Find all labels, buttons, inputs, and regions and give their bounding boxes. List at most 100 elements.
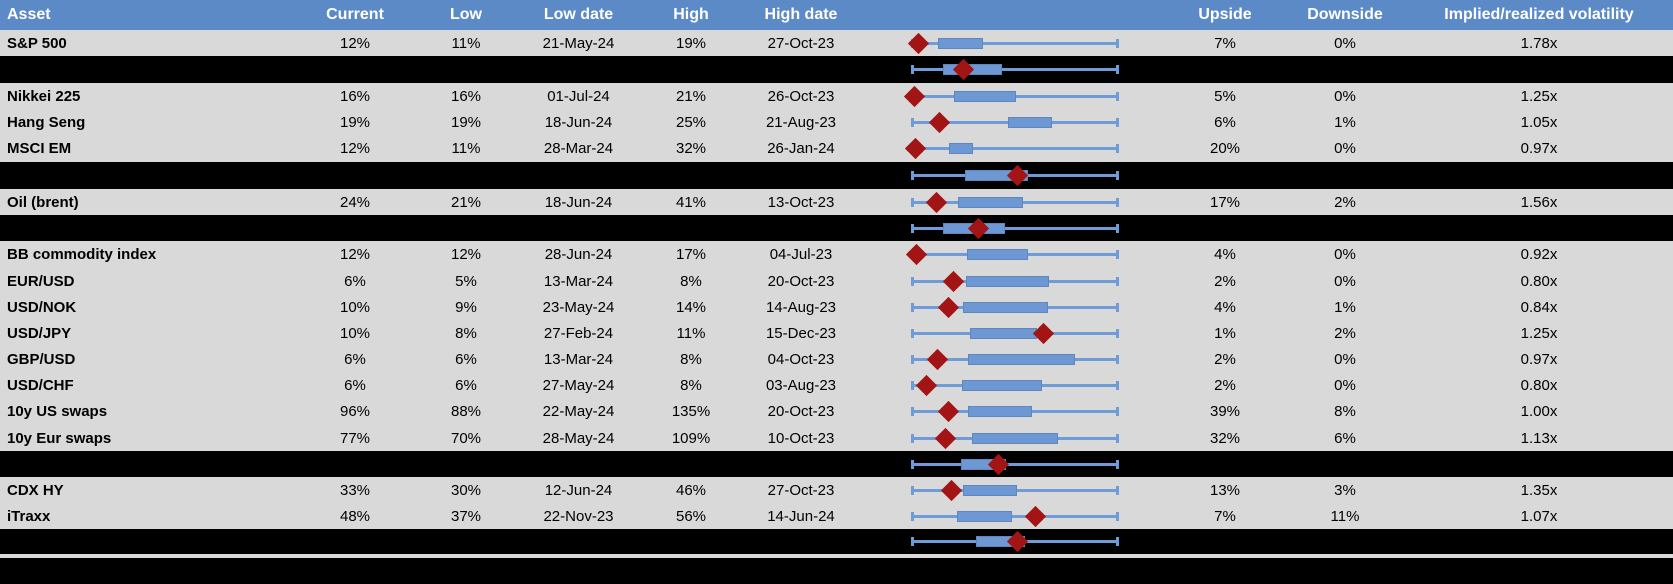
high-value: 8% xyxy=(680,272,702,290)
whisker-cap-right xyxy=(1116,380,1119,390)
low-value: 9% xyxy=(455,298,477,316)
col-header-current: Current xyxy=(326,6,384,23)
low-date: 22-May-24 xyxy=(542,403,615,420)
asset-label: USD/CHF xyxy=(7,376,74,394)
asset-label: iTraxx xyxy=(7,507,51,525)
whisker-cap-right xyxy=(1116,276,1119,286)
col-header-downside: Downside xyxy=(1307,6,1383,23)
range-box xyxy=(1007,116,1053,128)
low-value: 21% xyxy=(450,193,482,211)
whisker-cap-left xyxy=(911,197,914,207)
upside-value: 2% xyxy=(1214,350,1236,368)
low-value: 11% xyxy=(451,34,481,52)
high-date: 04-Oct-23 xyxy=(767,350,835,368)
current-diamond-marker xyxy=(904,137,927,160)
current-diamond-marker xyxy=(1006,530,1029,553)
table-row-usdnok: USD/NOK 10% 9% 23-May-24 14% 14-Aug-23 4… xyxy=(0,294,1673,320)
whisker-cap-left xyxy=(911,537,914,546)
col-header-high: High xyxy=(673,6,709,23)
col-header-implied-realized-volatility: Implied/realized volatility xyxy=(1444,6,1634,23)
whisker-cap-right xyxy=(1116,407,1119,416)
whisker-cap-right xyxy=(1116,354,1119,364)
current-diamond-marker xyxy=(967,217,990,239)
downside-value: 0% xyxy=(1334,350,1356,368)
table-row-msciem: MSCI EM 12% 11% 28-Mar-24 32% 26-Jan-24 … xyxy=(0,135,1673,162)
col-header-upside: Upside xyxy=(1198,6,1252,23)
whisker-cap-right xyxy=(1116,38,1119,48)
whisker-cap-right xyxy=(1116,144,1119,153)
current-diamond-marker xyxy=(926,348,949,370)
implied-realized-value: 0.97x xyxy=(1520,140,1558,157)
whisker-cap-left xyxy=(911,433,914,443)
whisker-cap-left xyxy=(911,65,914,74)
range-box xyxy=(963,301,1048,313)
whisker-cap-right xyxy=(1116,485,1119,495)
current-value: 12% xyxy=(339,34,371,52)
implied-realized-value: 1.56x xyxy=(1520,193,1558,211)
downside-value: 8% xyxy=(1334,403,1356,420)
current-diamond-marker xyxy=(903,85,926,107)
current-value: 33% xyxy=(339,481,371,499)
asset-label: BB commodity index xyxy=(7,246,157,263)
whisker-cap-left xyxy=(911,302,914,312)
low-value: 19% xyxy=(450,113,482,131)
col-header-low-date: Low date xyxy=(543,6,614,23)
current-value: 19% xyxy=(339,113,371,131)
summary-boxplot xyxy=(865,56,1165,83)
asset-label: 10y US swaps xyxy=(7,403,108,420)
range-boxplot xyxy=(865,346,1165,372)
asset-label: GBP/USD xyxy=(7,350,76,368)
low-date: 28-Jun-24 xyxy=(544,246,613,263)
range-box xyxy=(956,510,1012,522)
whisker-cap-left xyxy=(911,485,914,495)
table-row-sp500: S&P 500 12% 11% 21-May-24 19% 27-Oct-23 … xyxy=(0,30,1673,56)
implied-realized-value: 1.35x xyxy=(1520,481,1558,499)
downside-value: 2% xyxy=(1334,193,1356,211)
col-header-low: Low xyxy=(450,6,482,23)
current-value: 6% xyxy=(344,350,366,368)
current-value: 10% xyxy=(339,298,371,316)
whisker-cap-right xyxy=(1116,302,1119,312)
current-diamond-marker xyxy=(1006,164,1029,187)
summary-row xyxy=(0,56,1673,83)
downside-value: 0% xyxy=(1334,272,1356,290)
implied-realized-value: 1.78x xyxy=(1520,34,1558,52)
downside-value: 0% xyxy=(1334,246,1356,263)
downside-value: 1% xyxy=(1334,113,1356,131)
high-date: 04-Jul-23 xyxy=(769,246,833,263)
current-value: 77% xyxy=(339,429,371,447)
upside-value: 13% xyxy=(1209,481,1241,499)
upside-value: 6% xyxy=(1214,113,1236,131)
low-date: 18-Jun-24 xyxy=(544,113,613,131)
asset-label: USD/NOK xyxy=(7,298,77,316)
whisker-line xyxy=(912,147,1118,150)
implied-realized-value: 1.25x xyxy=(1520,324,1558,342)
table-row-10y-eur-swaps: 10y Eur swaps 77% 70% 28-May-24 109% 10-… xyxy=(0,425,1673,451)
whisker-cap-right xyxy=(1116,197,1119,207)
whisker-cap-right xyxy=(1116,250,1119,259)
range-box xyxy=(970,327,1038,339)
downside-value: 1% xyxy=(1334,298,1356,316)
range-boxplot xyxy=(865,320,1165,346)
current-diamond-marker xyxy=(942,270,965,292)
spacer-row xyxy=(0,554,1673,558)
summary-boxplot xyxy=(865,162,1165,189)
asset-label: 10y Eur swaps xyxy=(7,429,112,447)
downside-value: 0% xyxy=(1334,140,1356,157)
upside-value: 5% xyxy=(1214,87,1236,105)
high-value: 25% xyxy=(675,113,707,131)
upside-value: 7% xyxy=(1214,507,1236,525)
whisker-cap-right xyxy=(1116,511,1119,521)
summary-row xyxy=(0,529,1673,554)
high-value: 41% xyxy=(675,193,707,211)
low-date: 27-Feb-24 xyxy=(543,324,614,342)
high-value: 8% xyxy=(680,350,702,368)
table-row-cdx-hy: CDX HY 33% 30% 12-Jun-24 46% 27-Oct-23 1… xyxy=(0,477,1673,503)
low-value: 6% xyxy=(455,376,477,394)
whisker-cap-right xyxy=(1116,91,1119,101)
asset-label: MSCI EM xyxy=(7,140,72,157)
current-value: 96% xyxy=(339,403,371,420)
high-date: 27-Oct-23 xyxy=(767,481,835,499)
range-box xyxy=(954,90,1017,102)
current-diamond-marker xyxy=(937,400,960,423)
